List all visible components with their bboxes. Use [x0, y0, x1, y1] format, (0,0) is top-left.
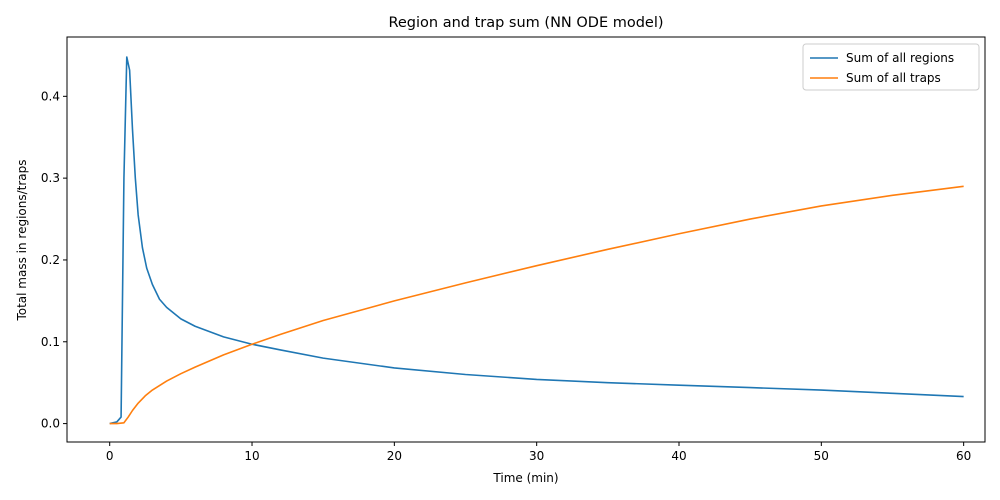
x-axis-title: Time (min) — [492, 471, 558, 485]
y-axis: 0.0 0.1 0.2 0.3 0.4 — [41, 89, 67, 431]
plot-series — [109, 56, 964, 425]
x-tick-label: 40 — [671, 449, 686, 463]
y-tick-label: 0.2 — [41, 253, 60, 267]
legend: Sum of all regions Sum of all traps — [802, 43, 980, 91]
y-tick-label: 0.0 — [41, 417, 60, 431]
y-tick-label: 0.1 — [41, 335, 60, 349]
legend-label-1: Sum of all traps — [846, 71, 941, 85]
x-tick-label: 60 — [956, 449, 971, 463]
x-tick-label: 50 — [814, 449, 829, 463]
y-axis-title: Total mass in regions/traps — [15, 159, 29, 321]
x-tick-label: 30 — [529, 449, 544, 463]
y-tick-label: 0.4 — [41, 89, 60, 103]
plot-frame — [66, 36, 986, 443]
chart-title: Region and trap sum (NN ODE model) — [388, 15, 663, 31]
series-line-1 — [109, 185, 964, 425]
x-tick-label: 10 — [244, 449, 259, 463]
x-tick-label: 0 — [106, 449, 114, 463]
legend-label-0: Sum of all regions — [846, 51, 954, 65]
legend-frame — [802, 43, 980, 91]
y-tick-label: 0.3 — [41, 171, 60, 185]
series-line-0 — [109, 56, 964, 425]
x-tick-label: 20 — [387, 449, 402, 463]
x-axis: 0 10 20 30 40 50 60 — [106, 442, 971, 463]
